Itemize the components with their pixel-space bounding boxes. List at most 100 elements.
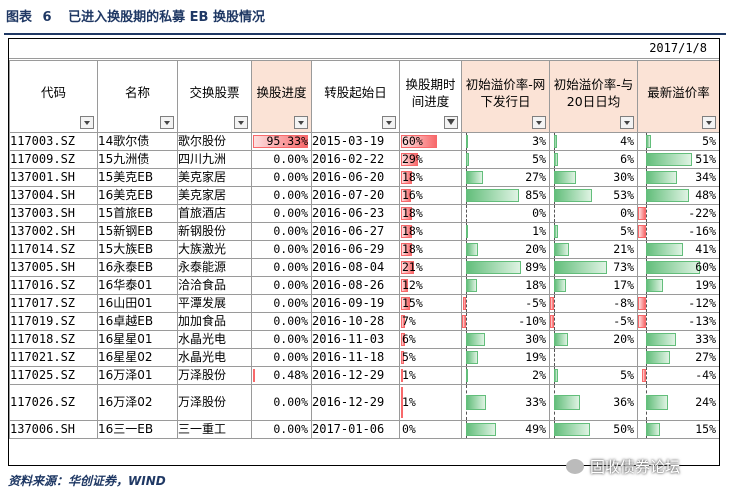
table-row[interactable]: 117026.SZ 16万泽02 万泽股份 0.00% 2016-12-29 1% 33% 3… xyxy=(9,384,719,421)
cell-stock[interactable]: 加加食品 xyxy=(177,312,252,331)
cell-progress[interactable]: 0.48% xyxy=(251,366,312,385)
table-row[interactable]: 137001.SH 15美克EB 美克家居 0.00% 2016-06-20 18% 27%… xyxy=(9,168,719,187)
cell-premium-p2[interactable]: 0% xyxy=(549,204,638,223)
cell-code[interactable]: 137006.SH xyxy=(9,420,98,439)
cell-premium-p3[interactable]: 15% xyxy=(637,420,719,439)
table-row[interactable]: 117003.SZ 14歌尔债 歌尔股份 95.33% 2015-03-19 60% 3% 4… xyxy=(9,132,719,151)
cell-premium-p3[interactable]: 19% xyxy=(637,276,719,295)
cell-progress[interactable]: 0.00% xyxy=(251,150,312,169)
cell-name[interactable]: 16万泽02 xyxy=(97,384,178,421)
filter-dropdown-icon[interactable] xyxy=(532,116,546,129)
cell-premium-p3[interactable]: 51% xyxy=(637,150,719,169)
cell-premium-p3[interactable]: 5% xyxy=(637,132,719,151)
cell-name[interactable]: 16星星02 xyxy=(97,348,178,367)
cell-premium-p1[interactable]: 85% xyxy=(461,186,550,205)
cell-code[interactable]: 117025.SZ xyxy=(9,366,98,385)
table-row[interactable]: 137003.SH 15首旅EB 首旅酒店 0.00% 2016-06-23 18% 0% 0… xyxy=(9,204,719,223)
cell-premium-p1[interactable]: 18% xyxy=(461,276,550,295)
cell-stock[interactable]: 永泰能源 xyxy=(177,258,252,277)
cell-premium-p2[interactable]: 5% xyxy=(549,366,638,385)
table-row[interactable]: 117018.SZ 16星星01 水晶光电 0.00% 2016-11-03 6% 30% 2… xyxy=(9,330,719,349)
cell-progress[interactable]: 0.00% xyxy=(251,276,312,295)
cell-premium-p3[interactable]: -13% xyxy=(637,312,719,331)
cell-stock[interactable]: 新钢股份 xyxy=(177,222,252,241)
cell-progress[interactable]: 0.00% xyxy=(251,294,312,313)
cell-code[interactable]: 117003.SZ xyxy=(9,132,98,151)
cell-code[interactable]: 117021.SZ xyxy=(9,348,98,367)
cell-time-progress[interactable]: 1% xyxy=(399,384,462,421)
cell-time-progress[interactable]: 0% xyxy=(399,420,462,439)
cell-progress[interactable]: 0.00% xyxy=(251,222,312,241)
filter-dropdown-icon[interactable] xyxy=(234,116,248,129)
table-row[interactable]: 137002.SH 15新钢EB 新钢股份 0.00% 2016-06-27 18% 1% 5… xyxy=(9,222,719,241)
cell-stock[interactable]: 歌尔股份 xyxy=(177,132,252,151)
table-row[interactable]: 117009.SZ 15九洲债 四川九洲 0.00% 2016-02-22 29% 5% 6%… xyxy=(9,150,719,169)
cell-progress[interactable]: 95.33% xyxy=(251,132,312,151)
cell-start-date[interactable]: 2016-08-04 xyxy=(311,258,400,277)
table-row[interactable]: 117014.SZ 15大族EB 大族激光 0.00% 2016-06-29 18% 20%… xyxy=(9,240,719,259)
filter-dropdown-icon[interactable] xyxy=(702,116,716,129)
cell-time-progress[interactable]: 6% xyxy=(399,330,462,349)
cell-start-date[interactable]: 2016-06-20 xyxy=(311,168,400,187)
cell-premium-p1[interactable]: 49% xyxy=(461,420,550,439)
filter-dropdown-icon[interactable] xyxy=(620,116,634,129)
cell-premium-p1[interactable]: 20% xyxy=(461,240,550,259)
cell-start-date[interactable]: 2016-07-20 xyxy=(311,186,400,205)
cell-stock[interactable]: 万泽股份 xyxy=(177,384,252,421)
filter-funnel-icon[interactable] xyxy=(444,116,458,129)
cell-premium-p2[interactable]: 4% xyxy=(549,132,638,151)
cell-premium-p1[interactable]: 19% xyxy=(461,348,550,367)
cell-premium-p3[interactable]: 60% xyxy=(637,258,719,277)
cell-premium-p2[interactable] xyxy=(549,348,638,367)
cell-premium-p2[interactable]: 6% xyxy=(549,150,638,169)
cell-premium-p2[interactable]: 36% xyxy=(549,384,638,421)
table-row[interactable]: 137005.SH 16永泰EB 永泰能源 0.00% 2016-08-04 21% 89%… xyxy=(9,258,719,277)
cell-premium-p1[interactable]: 27% xyxy=(461,168,550,187)
cell-time-progress[interactable]: 21% xyxy=(399,258,462,277)
cell-name[interactable]: 15美克EB xyxy=(97,168,178,187)
cell-time-progress[interactable]: 1% xyxy=(399,366,462,385)
cell-premium-p1[interactable]: 2% xyxy=(461,366,550,385)
cell-name[interactable]: 16星星01 xyxy=(97,330,178,349)
cell-premium-p3[interactable]: 27% xyxy=(637,348,719,367)
cell-time-progress[interactable]: 60% xyxy=(399,132,462,151)
cell-name[interactable]: 15九洲债 xyxy=(97,150,178,169)
cell-premium-p3[interactable]: -12% xyxy=(637,294,719,313)
cell-start-date[interactable]: 2016-06-29 xyxy=(311,240,400,259)
cell-premium-p3[interactable]: 34% xyxy=(637,168,719,187)
cell-stock[interactable]: 洽洽食品 xyxy=(177,276,252,295)
cell-start-date[interactable]: 2016-10-28 xyxy=(311,312,400,331)
cell-premium-p3[interactable]: -22% xyxy=(637,204,719,223)
cell-code[interactable]: 117014.SZ xyxy=(9,240,98,259)
cell-premium-p2[interactable]: 17% xyxy=(549,276,638,295)
cell-start-date[interactable]: 2016-12-29 xyxy=(311,384,400,421)
cell-progress[interactable]: 0.00% xyxy=(251,312,312,331)
cell-time-progress[interactable]: 29% xyxy=(399,150,462,169)
table-row[interactable]: 117025.SZ 16万泽01 万泽股份 0.48% 2016-12-29 1% 2% 5%… xyxy=(9,366,719,385)
table-row[interactable]: 137006.SH 16三一EB 三一重工 0.00% 2017-01-06 0% 49% 5… xyxy=(9,420,719,439)
cell-time-progress[interactable]: 12% xyxy=(399,276,462,295)
cell-start-date[interactable]: 2016-09-19 xyxy=(311,294,400,313)
cell-stock[interactable]: 水晶光电 xyxy=(177,330,252,349)
cell-start-date[interactable]: 2016-02-22 xyxy=(311,150,400,169)
cell-stock[interactable]: 万泽股份 xyxy=(177,366,252,385)
cell-premium-p3[interactable]: 33% xyxy=(637,330,719,349)
cell-premium-p2[interactable]: 73% xyxy=(549,258,638,277)
cell-premium-p2[interactable]: 5% xyxy=(549,222,638,241)
cell-stock[interactable]: 首旅酒店 xyxy=(177,204,252,223)
cell-progress[interactable]: 0.00% xyxy=(251,240,312,259)
table-row[interactable]: 117016.SZ 16华泰01 洽洽食品 0.00% 2016-08-26 12% 18%… xyxy=(9,276,719,295)
cell-time-progress[interactable]: 16% xyxy=(399,186,462,205)
cell-code[interactable]: 137004.SH xyxy=(9,186,98,205)
cell-code[interactable]: 117019.SZ xyxy=(9,312,98,331)
cell-progress[interactable]: 0.00% xyxy=(251,258,312,277)
cell-stock[interactable]: 平潭发展 xyxy=(177,294,252,313)
cell-start-date[interactable]: 2017-01-06 xyxy=(311,420,400,439)
cell-name[interactable]: 14歌尔债 xyxy=(97,132,178,151)
cell-start-date[interactable]: 2016-06-27 xyxy=(311,222,400,241)
filter-dropdown-icon[interactable] xyxy=(382,116,396,129)
table-row[interactable]: 117021.SZ 16星星02 水晶光电 0.00% 2016-11-18 5% 19% 2… xyxy=(9,348,719,367)
cell-premium-p1[interactable]: -10% xyxy=(461,312,550,331)
cell-premium-p3[interactable]: 41% xyxy=(637,240,719,259)
cell-code[interactable]: 137002.SH xyxy=(9,222,98,241)
